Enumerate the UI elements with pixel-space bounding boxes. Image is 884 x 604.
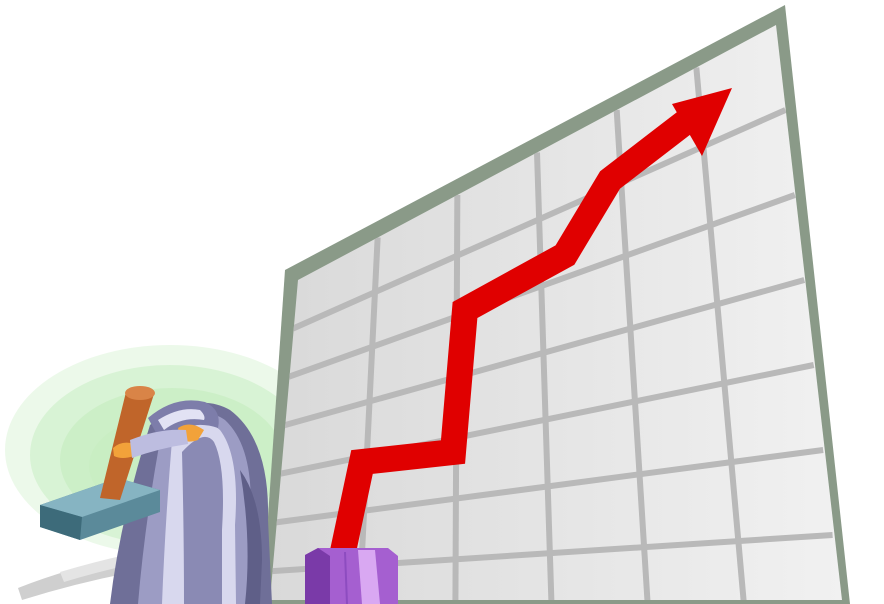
arrow-pedestal (305, 548, 398, 604)
figure-hands (113, 424, 204, 458)
robe-stripe (182, 436, 223, 604)
grid-horizontal-line (286, 192, 796, 380)
hammer-head-front (40, 505, 82, 540)
hammer-head-top (40, 478, 160, 517)
hood-highlight (158, 409, 205, 430)
pedestal-shade (305, 548, 330, 604)
pedestal-highlight (358, 550, 380, 604)
grid-vertical-line (613, 109, 652, 600)
hand-left (113, 442, 134, 458)
robe-fold (240, 470, 262, 604)
hammer-icon (40, 386, 160, 540)
robed-figure (110, 400, 272, 604)
sleeve (130, 429, 188, 458)
arrow-head-icon (672, 88, 732, 156)
trend-line (325, 109, 696, 578)
pedestal-line (344, 551, 348, 604)
grid-vertical-line (693, 67, 749, 600)
trend-arrow (325, 88, 732, 578)
grid-vertical-line (534, 152, 555, 600)
grid-horizontal-line (281, 277, 806, 429)
handle-cap (125, 386, 155, 400)
